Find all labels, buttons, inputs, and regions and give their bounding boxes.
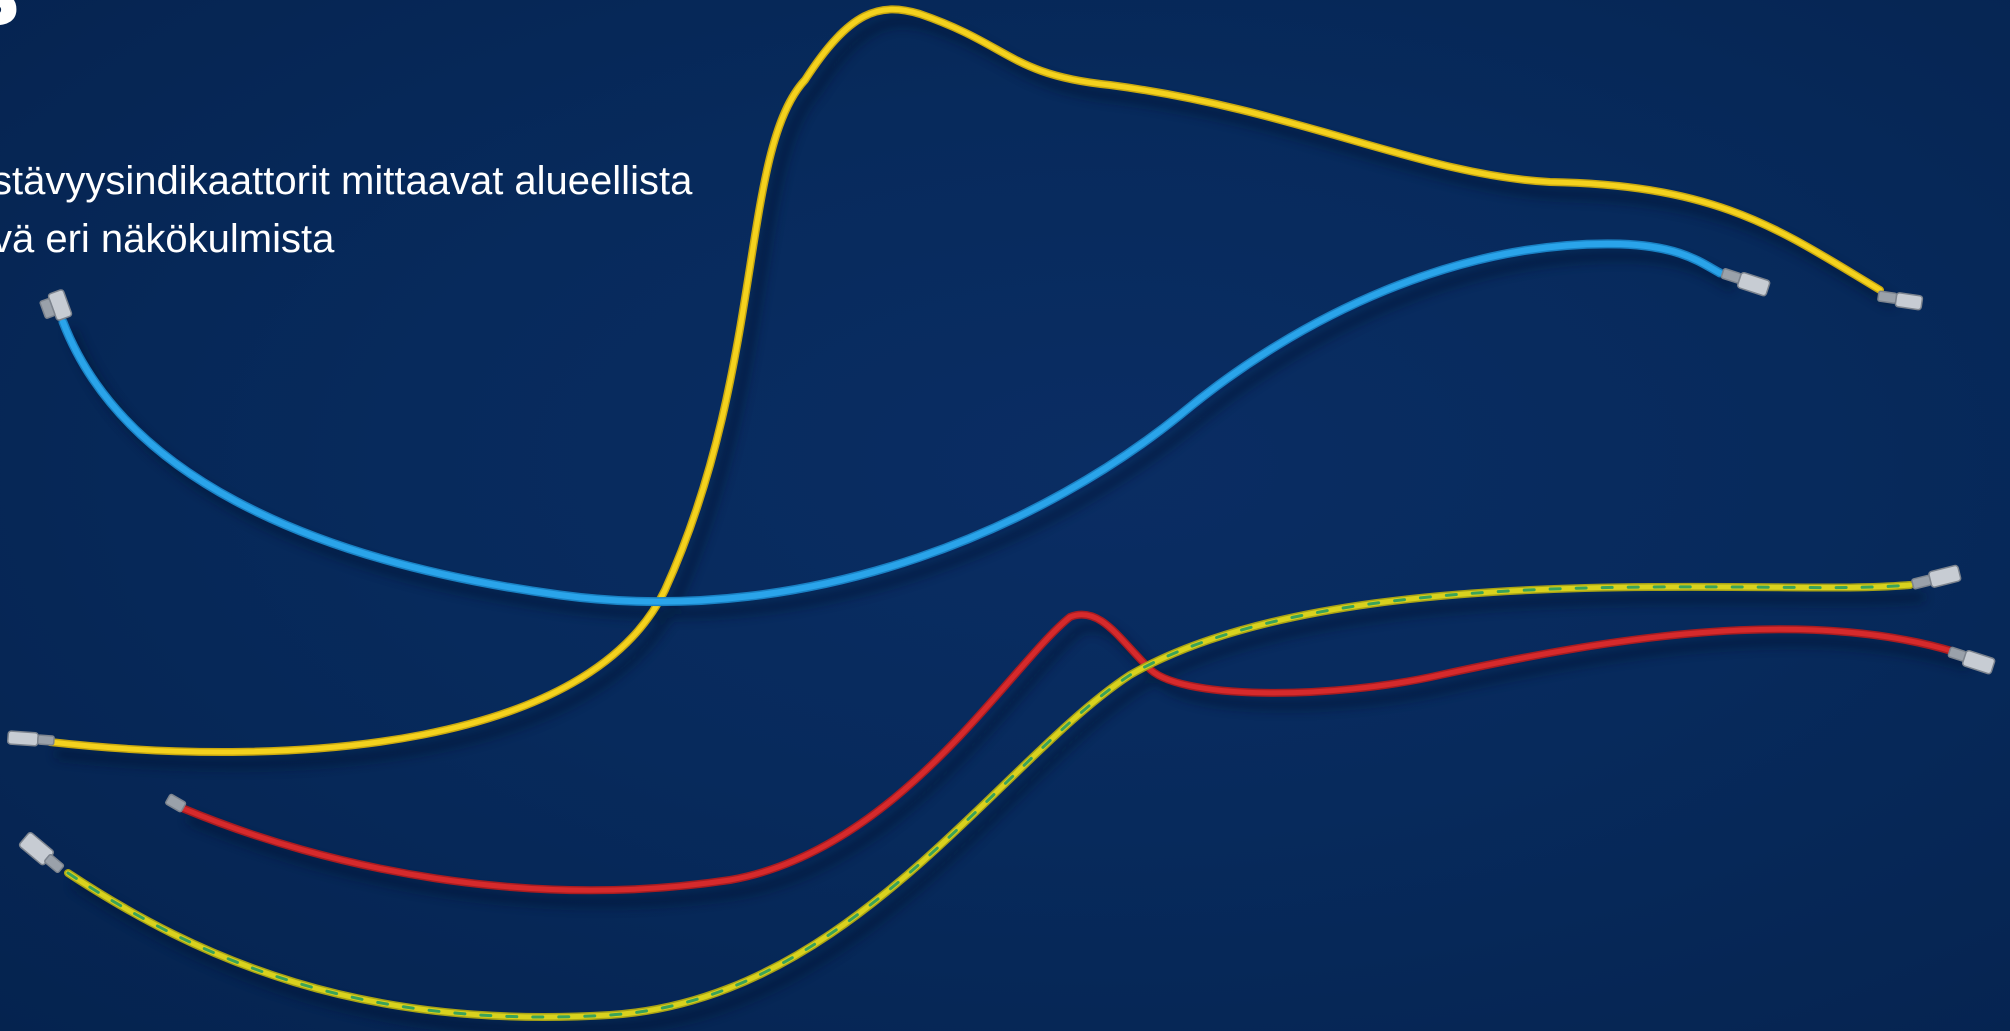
terminal-green-left: [18, 832, 65, 874]
terminal-red-left: [165, 793, 187, 813]
slide-heading: s: [0, 0, 21, 56]
terminal-yellow-right: [1877, 290, 1924, 311]
terminal-blue-left: [39, 289, 73, 321]
terminal-red-right: [1947, 646, 1996, 675]
wire-terminals: [7, 268, 1996, 874]
yellow-green-wire: [64, 581, 1914, 1022]
yellow-wire: [46, 5, 1884, 756]
slide-body-text: stävyysindikaattorit mittaavat alueellis…: [0, 152, 692, 268]
terminal-blue-right: [1720, 268, 1771, 297]
heading-line-2: s: [0, 0, 21, 56]
terminal-green-right: [1911, 564, 1962, 590]
red-wire: [178, 610, 1959, 895]
terminal-yellow-left: [7, 730, 55, 747]
blue-wire: [58, 239, 1725, 607]
body-line-2: vä eri näkökulmista: [0, 217, 335, 261]
body-line-1: stävyysindikaattorit mittaavat alueellis…: [0, 159, 693, 203]
